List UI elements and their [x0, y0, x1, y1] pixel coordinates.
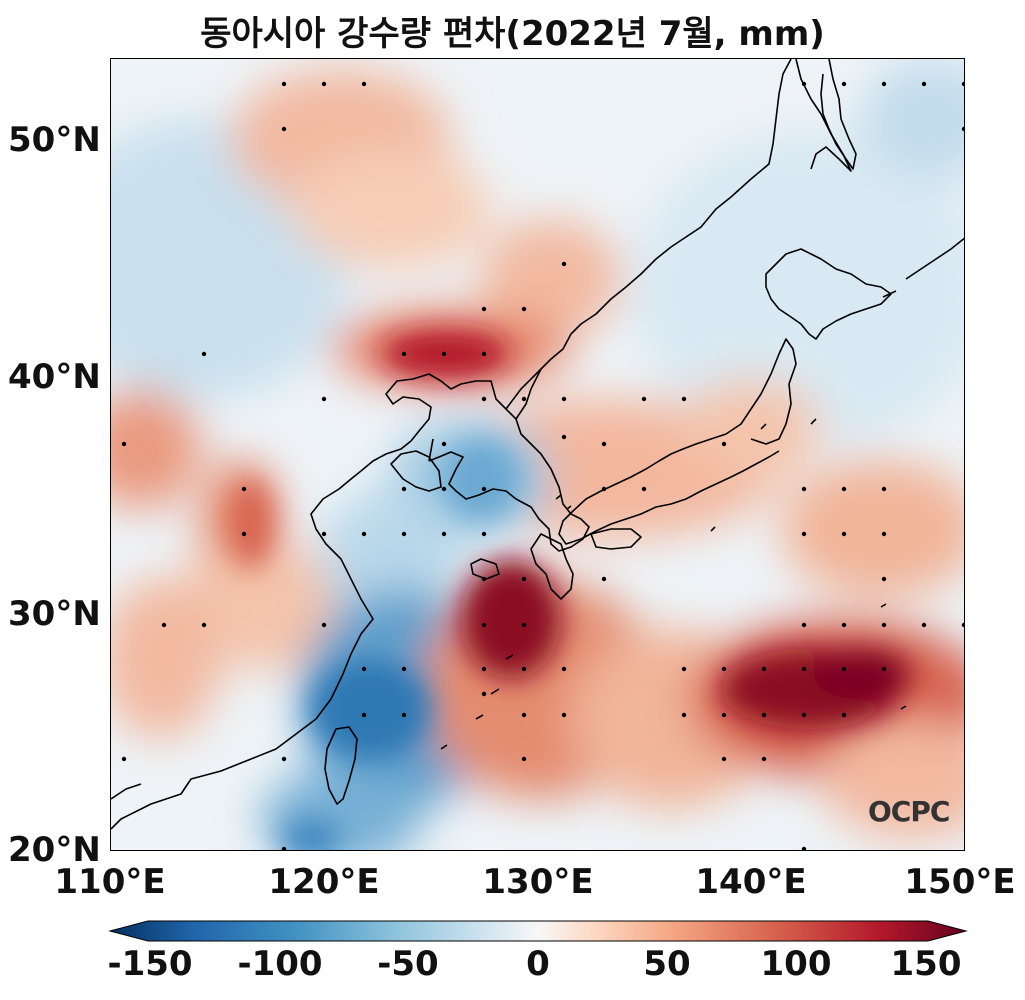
logo-text: OCPC — [868, 795, 950, 828]
ocpc-logo: OCPC — [868, 795, 950, 828]
colorbar — [108, 920, 968, 942]
anomaly-field — [111, 59, 964, 850]
lat-tick-label: 50°N — [8, 120, 101, 160]
colorbar-tick-label: 50 — [643, 944, 691, 984]
lon-tick-label: 130°E — [482, 862, 594, 902]
lon-tick-label: 110°E — [54, 862, 166, 902]
precipitation-anomaly-map — [110, 58, 965, 851]
map-canvas — [111, 59, 964, 850]
coastlines — [111, 59, 964, 830]
colorbar-tick-label: 0 — [526, 944, 550, 984]
lat-tick-label: 20°N — [8, 830, 101, 870]
lon-tick-label: 140°E — [695, 862, 807, 902]
colorbar-tick-label: -50 — [377, 944, 439, 984]
lon-tick-label: 150°E — [904, 862, 1016, 902]
colorbar-tick-label: -150 — [107, 944, 193, 984]
significance-dots — [121, 81, 964, 850]
colorbar-gradient — [108, 920, 968, 942]
lat-tick-label: 30°N — [8, 594, 101, 634]
colorbar-tick-label: -100 — [237, 944, 323, 984]
lon-tick-label: 120°E — [268, 862, 380, 902]
anomaly-extremes — [231, 330, 911, 850]
map-title: 동아시아 강수량 편차(2022년 7월, mm) — [200, 14, 825, 54]
lat-tick-label: 40°N — [8, 357, 101, 397]
colorbar-tick-label: 150 — [890, 944, 962, 984]
colorbar-tick-label: 100 — [760, 944, 832, 984]
